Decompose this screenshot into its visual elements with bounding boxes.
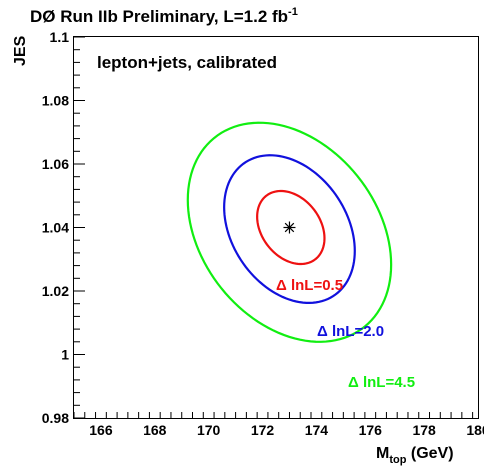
annotation-lepton-jets: lepton+jets, calibrated (97, 53, 277, 72)
x-tick-label: 178 (412, 422, 436, 438)
chart-title-superscript: -1 (288, 6, 298, 18)
y-tick-label: 1.04 (42, 220, 69, 236)
plot-area: 0.98 1 1.02 1.04 1.06 1.08 1.1 166 168 170 172 174… (42, 29, 484, 438)
x-axis-ticks: 166 168 170 172 174 176 178 180 (73, 412, 484, 438)
plot-frame (73, 36, 479, 419)
y-axis-label: JES (12, 35, 29, 66)
y-tick-label: 1.1 (50, 29, 70, 45)
y-tick-label: 1 (61, 347, 69, 363)
x-axis-label-subscript: top (389, 454, 406, 466)
contour-label-2-0: Δ lnL=2.0 (317, 323, 384, 340)
x-axis-label-main: M (376, 445, 389, 462)
contour-dlnl-4-5 (186, 121, 393, 343)
x-tick-label: 174 (305, 422, 329, 438)
y-tick-label: 1.02 (42, 283, 69, 299)
y-tick-label: 1.06 (42, 156, 69, 172)
likelihood-contours (186, 121, 393, 343)
x-tick-label: 180 (466, 422, 484, 438)
x-tick-label: 170 (197, 422, 221, 438)
y-tick-label: 1.08 (42, 93, 69, 109)
contour-dlnl-0-5 (256, 189, 326, 266)
chart-title: DØ Run IIb Preliminary, L=1.2 fb-1 (30, 6, 298, 26)
x-axis-label-unit: (GeV) (406, 445, 453, 462)
x-tick-label: 168 (143, 422, 167, 438)
contour-label-0-5: Δ lnL=0.5 (276, 277, 343, 294)
chart-title-main: DØ Run IIb Preliminary, L=1.2 fb (30, 7, 288, 26)
contour-dlnl-2-0 (223, 154, 356, 305)
minimum-star-stroke (284, 222, 295, 233)
minimum-star-marker (283, 221, 296, 234)
x-tick-label: 172 (251, 422, 275, 438)
x-tick-label: 176 (359, 422, 383, 438)
contour-label-4-5: Δ lnL=4.5 (348, 374, 415, 391)
x-axis-label: Mtop (GeV) (376, 445, 454, 466)
x-tick-label: 166 (89, 422, 113, 438)
y-axis-ticks: 0.98 1 1.02 1.04 1.06 1.08 1.1 (42, 29, 85, 426)
y-tick-label: 0.98 (42, 410, 69, 426)
